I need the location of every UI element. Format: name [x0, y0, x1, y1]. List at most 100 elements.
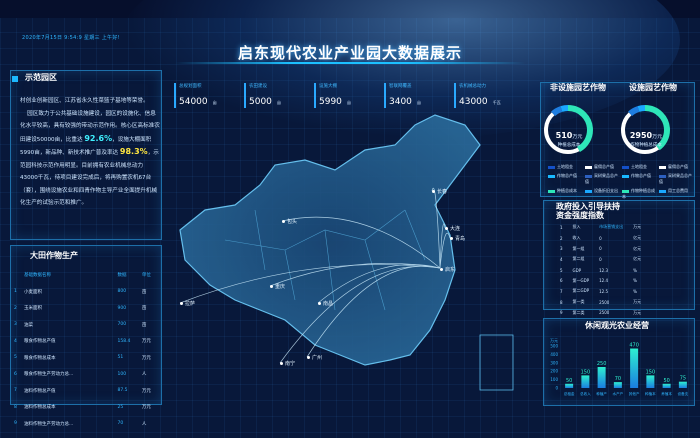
table-row: 4 粮食作物总产值 158.4 万元: [14, 333, 159, 350]
stat-unit: 亩: [212, 100, 217, 105]
stat-unit: 亩: [417, 100, 421, 105]
table-row: 5 GDP 12.3%: [560, 265, 651, 276]
map-shape: [179, 114, 481, 366]
item-unit: %: [633, 288, 637, 294]
legend-swatch: [622, 174, 629, 178]
row-index: 9: [14, 421, 17, 427]
table-row: 1 投入 市场营销支出 万元: [560, 222, 651, 233]
item-name: 第二GDP: [572, 288, 590, 294]
row-index: 3: [14, 322, 17, 328]
x-tick-label: 种植本: [645, 391, 656, 396]
x-tick-label: 养殖本: [661, 391, 672, 396]
item-unit: 亿元: [633, 235, 642, 241]
stat-item: 智联网覆盖 3400 亩: [384, 83, 454, 108]
bar: [646, 375, 655, 388]
donut-caption: 种植总成本: [557, 143, 581, 148]
y-tick-label: 300: [550, 360, 558, 365]
row-index: 4: [14, 338, 17, 344]
legend-label: 作物种植总成本: [622, 188, 655, 199]
row-index: 5: [14, 355, 17, 361]
map-city-label: 南昌: [318, 300, 333, 307]
crop-name: 粮食作物总成本: [24, 355, 56, 361]
route-arc: [281, 216, 441, 269]
route-arc: [306, 265, 441, 358]
row-index: 4: [560, 256, 563, 262]
bar-value-label: 75: [680, 376, 686, 382]
bar: [630, 348, 639, 388]
legend-item: 雇佣总产值: [659, 164, 694, 170]
legend-item: 采树果品总产值: [585, 173, 620, 185]
map-city-label: 拉萨: [180, 300, 195, 307]
table-row: 6 第一GDP 12.4%: [560, 275, 651, 286]
crop-unit: 亩: [141, 306, 147, 312]
field-crops-table: 基础数据名称 数据 单位 1 小麦面积 800 亩 2 玉米面积 900 亩 3 油菜 700 亩 4 粮食作…: [14, 267, 159, 432]
row-index: 2: [14, 305, 17, 311]
legend-item: 土地租金: [622, 164, 657, 170]
route-arc: [179, 264, 441, 304]
route-arc: [317, 264, 441, 304]
stat-label: 农机械总动力: [459, 84, 486, 89]
legend-label: 种植总成本: [557, 188, 577, 193]
stat-value: 5000: [249, 97, 272, 107]
crop-name: 油菜: [24, 322, 33, 328]
crop-name: 油料作物总产值: [24, 388, 56, 394]
donut-value: 510: [555, 131, 573, 140]
item-value: 0: [599, 246, 602, 252]
legend-item: 设备折旧支出: [585, 188, 620, 194]
demo-park-title: 示范园区: [25, 73, 57, 82]
text-part: ，设施大棚面积5990亩，新品种、新技术推广普及率达: [20, 136, 152, 157]
crop-name: 粮食作物生产劳动力总...: [24, 372, 74, 378]
item-name: 收入: [572, 235, 581, 241]
stat-value: 43000: [459, 97, 488, 107]
demo-park-text: 村创业创新园区、江苏省永久性菜篮子基地等荣誉。 园区致力于公共基础设施建设，园区…: [20, 95, 160, 235]
legend-item: 作物总产值: [622, 173, 657, 185]
row-index: 6: [14, 371, 17, 377]
y-tick-label: 0: [555, 386, 558, 391]
item-unit: 万元: [633, 309, 642, 315]
col-header: 基础数据名称: [24, 273, 51, 279]
stat-label: 智联网覆盖: [389, 84, 412, 89]
page-title: 启东现代农业产业园大数据展示: [237, 44, 462, 62]
crop-name: 油料作物生产劳动力总...: [24, 421, 74, 427]
bar: [565, 383, 574, 388]
donut-segment: [544, 106, 592, 154]
row-index: 7: [14, 388, 17, 394]
stat-item: 农机械总动力 43000 千瓦: [454, 83, 524, 108]
bar: [678, 381, 687, 388]
donut-charts: [543, 105, 670, 155]
item-value: 2500: [599, 310, 610, 316]
legend-swatch: [659, 174, 666, 178]
table-row: 7 油料作物总产值 87.5 万元: [14, 383, 159, 400]
table-row: 2 玉米面积 900 亩: [14, 300, 159, 317]
item-unit: 万元: [633, 224, 642, 230]
legend-swatch: [585, 165, 592, 169]
crop-unit: 万元: [141, 339, 151, 345]
leisure-bar-chart: 0 100 200 300 400 500 50 总租金 150 总收入 250 种植产 70 水产产 47…: [550, 343, 688, 396]
item-name: 投入: [572, 224, 581, 230]
table-row: 3 第一组 0 亿元: [560, 243, 651, 254]
crop-value: 800: [117, 289, 127, 295]
table-header: 基础数据名称 数据 单位: [14, 267, 159, 284]
map-borders: [224, 209, 426, 311]
donut-center-2: 2950万元 作物种植总成本: [623, 123, 669, 148]
x-tick-label: 总收入: [580, 391, 591, 396]
legend-swatch: [585, 174, 592, 178]
item-unit: %: [633, 278, 637, 284]
y-tick-label: 500: [550, 344, 558, 349]
map-city-label: 启东: [440, 266, 455, 273]
non-facility-title: 非设施园艺作物: [550, 83, 606, 92]
gov-title-line: 政府投入引导扶持: [556, 202, 620, 211]
table-row: 6 粮食作物生产劳动力总... 100 人: [14, 366, 159, 383]
row-index: 5: [560, 267, 563, 273]
donut-segment: [543, 105, 593, 155]
legend-label: 土地租金: [557, 164, 573, 169]
row-index: 1: [14, 289, 17, 295]
legend-label: 土地租金: [631, 164, 647, 169]
item-value: 2500: [599, 299, 610, 305]
item-name: 第一类: [572, 299, 585, 305]
donut-unit: 万元: [652, 134, 663, 140]
text-part: 村创业创新园区、江苏省永久性菜篮子基地等荣誉。: [20, 98, 149, 104]
item-name: 第二类: [572, 309, 585, 315]
china-map: [179, 114, 514, 391]
legend-swatch: [548, 165, 555, 169]
